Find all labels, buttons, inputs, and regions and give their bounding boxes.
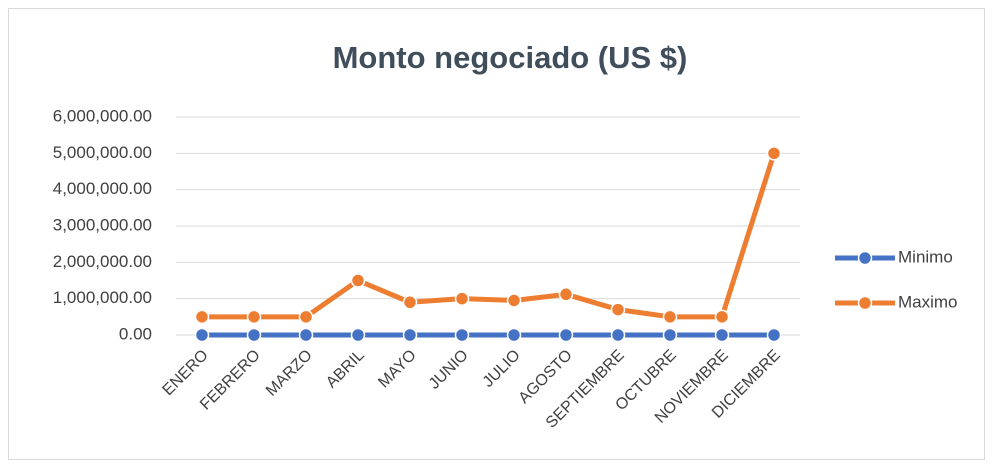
point <box>194 309 210 325</box>
point <box>298 309 314 325</box>
legend-label: Minimo <box>898 247 953 266</box>
point <box>350 327 366 343</box>
point <box>506 293 522 308</box>
y-tick-label: 0.00 <box>119 324 152 343</box>
point <box>662 309 678 325</box>
point <box>766 327 782 343</box>
point <box>402 327 418 343</box>
legend-label: Maximo <box>898 292 958 311</box>
point <box>558 287 574 302</box>
point <box>558 327 574 343</box>
point <box>454 291 470 306</box>
y-tick-label: 3,000,000.00 <box>53 215 152 234</box>
point <box>454 327 470 343</box>
y-tick-label: 4,000,000.00 <box>53 179 152 198</box>
point <box>506 327 522 343</box>
y-tick-label: 5,000,000.00 <box>53 143 152 162</box>
point <box>298 327 314 343</box>
series-line <box>202 152 777 320</box>
point <box>610 302 626 317</box>
point <box>402 295 418 310</box>
point <box>246 327 262 343</box>
point <box>714 327 730 343</box>
point <box>714 309 730 325</box>
point <box>350 273 366 288</box>
y-tick-label: 6,000,000.00 <box>53 106 152 125</box>
point <box>246 309 262 325</box>
legend-marker <box>857 295 873 311</box>
point <box>194 327 210 343</box>
point <box>766 146 782 161</box>
legend-marker <box>857 250 873 266</box>
chart-title: Monto negociado (US $) <box>333 40 688 75</box>
point <box>662 327 678 343</box>
point <box>610 327 626 343</box>
y-tick-label: 1,000,000.00 <box>53 288 152 307</box>
y-tick-label: 2,000,000.00 <box>53 252 152 271</box>
chart-border <box>8 8 985 460</box>
